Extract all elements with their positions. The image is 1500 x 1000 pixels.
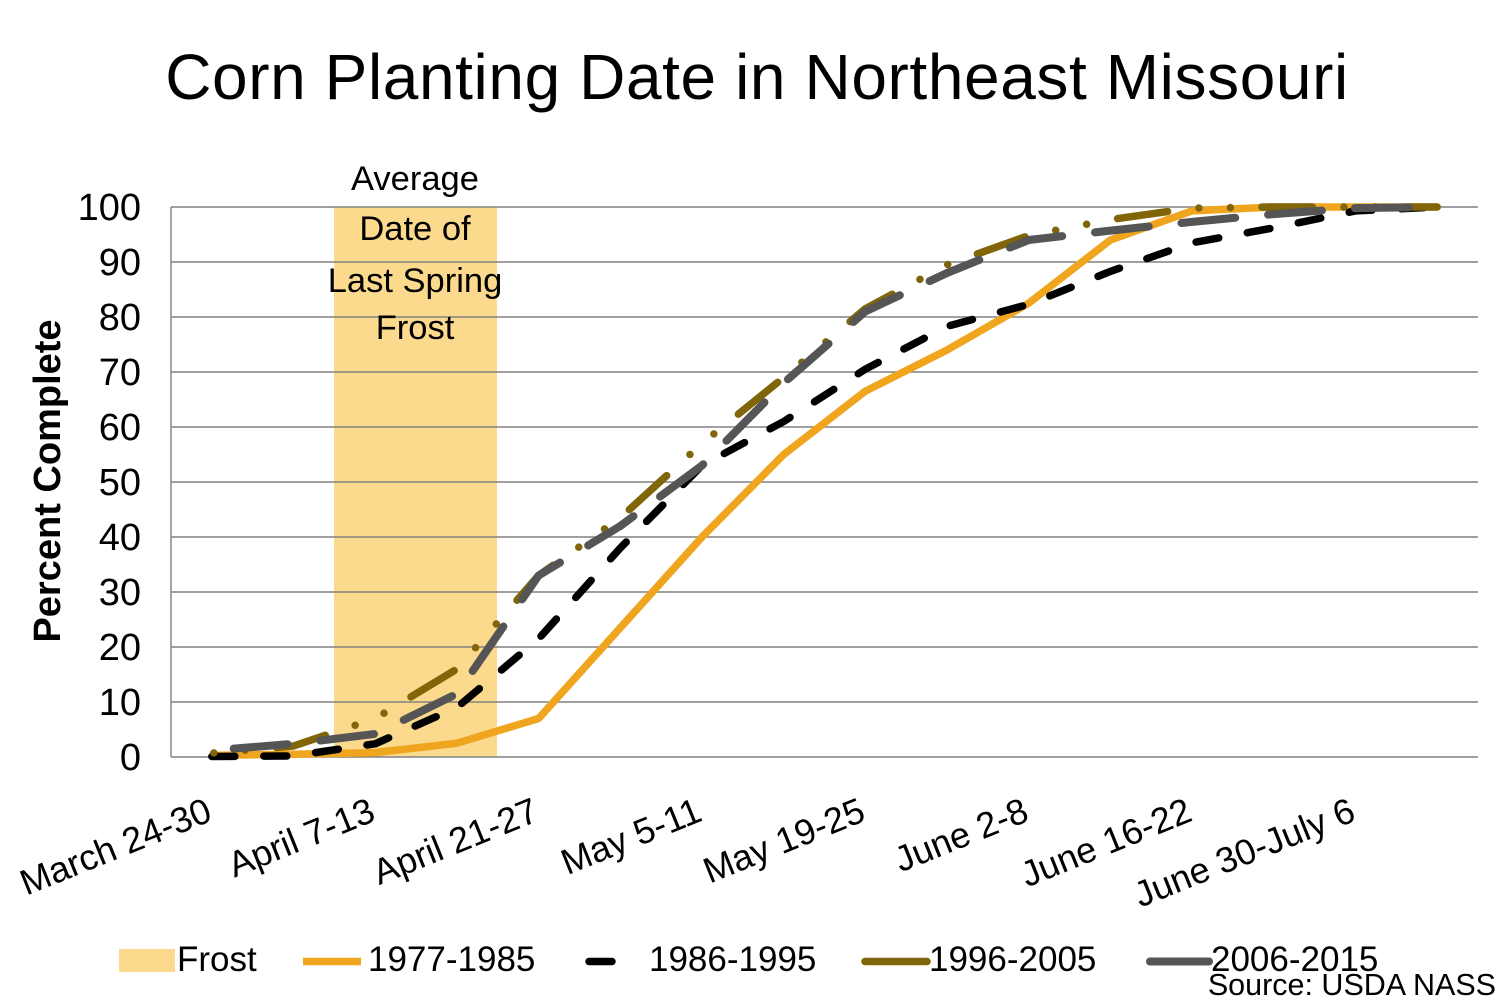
svg-text:1996-2005: 1996-2005 <box>929 940 1096 979</box>
svg-text:70: 70 <box>99 352 141 394</box>
svg-text:80: 80 <box>99 297 141 339</box>
svg-text:Average: Average <box>351 160 479 198</box>
svg-text:10: 10 <box>99 682 141 724</box>
svg-text:1977-1985: 1977-1985 <box>368 940 535 979</box>
svg-text:1986-1995: 1986-1995 <box>649 940 816 979</box>
svg-text:Frost: Frost <box>177 940 257 979</box>
svg-text:60: 60 <box>99 407 141 449</box>
svg-text:40: 40 <box>99 517 141 559</box>
svg-text:Percent Complete: Percent Complete <box>27 319 69 642</box>
svg-text:90: 90 <box>99 242 141 284</box>
svg-text:50: 50 <box>99 462 141 504</box>
svg-text:Frost: Frost <box>376 309 455 347</box>
svg-text:Source: USDA NASS: Source: USDA NASS <box>1208 968 1496 1000</box>
svg-text:20: 20 <box>99 627 141 669</box>
svg-text:Corn Planting Date in Northeas: Corn Planting Date in Northeast Missouri <box>165 41 1349 113</box>
svg-text:2006-2015: 2006-2015 <box>1211 940 1378 979</box>
svg-text:30: 30 <box>99 572 141 614</box>
svg-text:100: 100 <box>78 187 141 229</box>
svg-text:Date of: Date of <box>359 210 471 248</box>
svg-text:0: 0 <box>120 737 141 779</box>
svg-text:Last Spring: Last Spring <box>328 262 503 300</box>
